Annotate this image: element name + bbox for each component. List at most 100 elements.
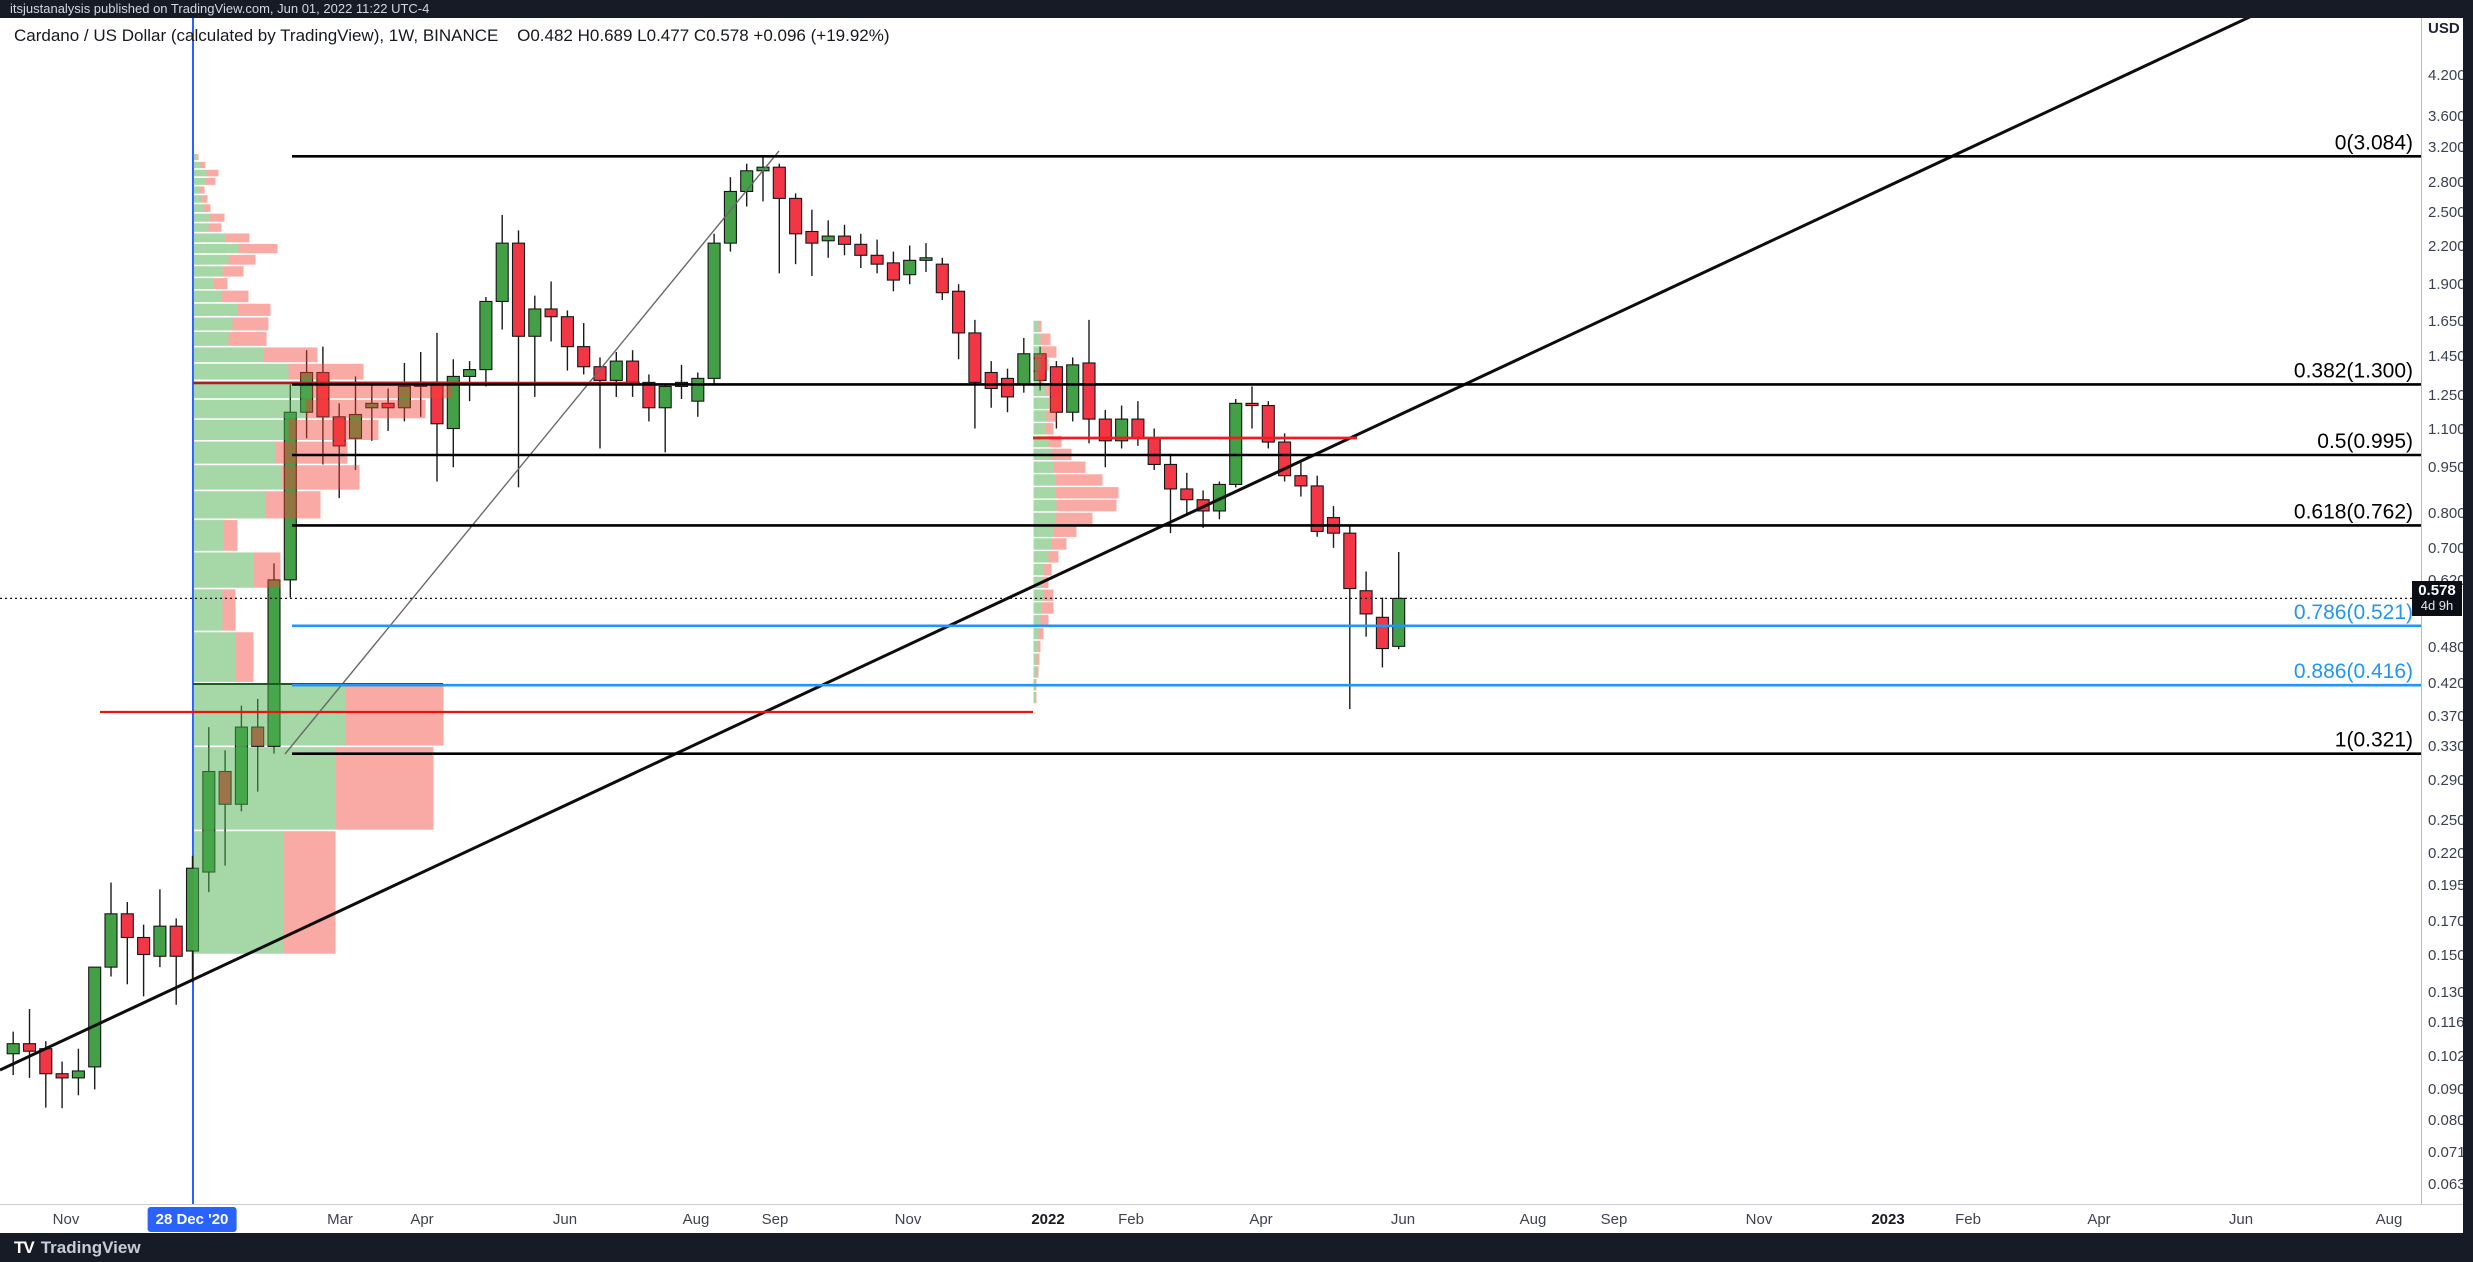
candle-down[interactable] xyxy=(952,290,966,334)
candle-up[interactable] xyxy=(707,242,721,379)
candle-down[interactable] xyxy=(1131,418,1145,439)
volume-profile-row-down xyxy=(228,332,267,346)
volume-profile-row-down xyxy=(222,266,244,277)
time-tick: Feb xyxy=(1955,1211,1981,1228)
candle-down[interactable] xyxy=(544,308,558,318)
candle-down[interactable] xyxy=(886,262,900,281)
candle-up[interactable] xyxy=(71,1070,85,1079)
candle-up[interactable] xyxy=(88,966,102,1068)
candle-down[interactable] xyxy=(381,402,395,409)
price-tick: 0.420 xyxy=(2428,674,2466,692)
candle-down[interactable] xyxy=(120,913,134,939)
candle-down[interactable] xyxy=(1180,488,1194,501)
candle-down[interactable] xyxy=(935,263,949,294)
candle-down[interactable] xyxy=(577,346,591,368)
candle-down[interactable] xyxy=(1310,485,1324,532)
symbol-header[interactable]: Cardano / US Dollar (calculated by Tradi… xyxy=(14,26,890,46)
candle-up[interactable] xyxy=(1066,364,1080,413)
candle-down[interactable] xyxy=(1163,463,1178,490)
chart-pane[interactable]: 0(3.084) 0.382(1.300) 0.5(0.995) 0.618(0.76… xyxy=(0,18,2463,1233)
candle-down[interactable] xyxy=(870,254,884,265)
candle-up[interactable] xyxy=(691,377,705,402)
candle-down[interactable] xyxy=(789,197,803,235)
candle-down[interactable] xyxy=(511,242,526,337)
candle-down[interactable] xyxy=(137,936,151,956)
price-tick: 0.130 xyxy=(2428,984,2466,1002)
candle-up[interactable] xyxy=(1017,353,1031,385)
time-axis[interactable]: 28 Dec '20 Nov Mar Apr Jun Aug Sep Nov 2022 Feb A… xyxy=(0,1204,2463,1234)
candle-up[interactable] xyxy=(153,925,167,957)
candle-up[interactable] xyxy=(365,402,379,409)
volume-profile-row-up xyxy=(193,363,289,380)
candle-up[interactable] xyxy=(723,190,737,244)
candle-down[interactable] xyxy=(1294,475,1308,487)
candle-up[interactable] xyxy=(903,259,917,276)
price-tick: 0.950 xyxy=(2428,459,2466,477)
volume-profile-row-down xyxy=(1037,640,1041,653)
candle-down[interactable] xyxy=(772,166,786,199)
candle-down[interactable] xyxy=(626,360,640,383)
candle-up[interactable] xyxy=(1392,597,1406,647)
candle-down[interactable] xyxy=(984,371,998,390)
candle-down[interactable] xyxy=(805,230,819,244)
candle-up[interactable] xyxy=(446,375,460,430)
candle-up[interactable] xyxy=(104,913,118,968)
candle-up[interactable] xyxy=(821,235,835,242)
candle-down[interactable] xyxy=(1245,402,1259,407)
time-tick: Sep xyxy=(761,1211,789,1228)
candle-down[interactable] xyxy=(1049,366,1063,413)
candle-down[interactable] xyxy=(169,925,183,957)
candle-up[interactable] xyxy=(495,242,509,303)
candle-up[interactable] xyxy=(740,170,754,193)
fib-anchor-line-trendline[interactable] xyxy=(284,150,780,755)
candle-down[interactable] xyxy=(332,416,346,447)
candle-down[interactable] xyxy=(854,243,868,256)
candle-up[interactable] xyxy=(6,1043,20,1055)
primary-uptrend-trendline[interactable] xyxy=(0,18,2256,1072)
candle-up[interactable] xyxy=(528,308,542,337)
candle-down[interactable] xyxy=(39,1048,53,1075)
volume-profile-row-up xyxy=(193,233,226,243)
candle-up[interactable] xyxy=(463,369,477,377)
candle-down[interactable] xyxy=(1375,616,1389,650)
candlestick-chart[interactable]: 0(3.084) 0.382(1.300) 0.5(0.995) 0.618(0.76… xyxy=(0,18,2463,1233)
candle-down[interactable] xyxy=(22,1043,37,1052)
candle-down[interactable] xyxy=(1261,404,1275,443)
time-tick: Apr xyxy=(2087,1211,2111,1228)
tradingview-logo-icon: TV xyxy=(14,1238,35,1257)
price-axis[interactable]: USD 0.578 4d 9h 4.200 3.600 3.200 2.800 2.50… xyxy=(2412,18,2466,1204)
candle-down[interactable] xyxy=(968,332,982,383)
candle-up[interactable] xyxy=(1115,418,1129,442)
volume-profile-row-up xyxy=(193,161,201,169)
time-tick: Sep xyxy=(1600,1211,1628,1228)
candle-up[interactable] xyxy=(658,385,672,409)
candle-down[interactable] xyxy=(837,235,852,245)
time-tick: Aug xyxy=(2375,1211,2403,1228)
candle-down[interactable] xyxy=(560,316,574,348)
candle-up[interactable] xyxy=(479,300,493,371)
candle-down[interactable] xyxy=(642,381,656,409)
volume-profile-row-up xyxy=(1033,538,1052,550)
candle-down[interactable] xyxy=(1082,362,1096,420)
time-tick: Apr xyxy=(1249,1211,1273,1228)
volume-profile-row-up xyxy=(1033,397,1049,409)
candle-up[interactable] xyxy=(348,413,363,439)
candle-down[interactable] xyxy=(1359,590,1373,615)
symbol-title[interactable]: Cardano / US Dollar (calculated by Tradi… xyxy=(14,26,499,45)
volume-profile-row-up xyxy=(193,204,204,213)
candle-down[interactable] xyxy=(1000,377,1015,398)
candle-down[interactable] xyxy=(1343,532,1357,590)
candle-up[interactable] xyxy=(609,360,623,381)
volume-profile-row-up xyxy=(193,589,223,631)
candle-up[interactable] xyxy=(397,385,411,409)
tradingview-logo[interactable]: TV TradingView xyxy=(14,1238,141,1258)
candle-up[interactable] xyxy=(919,257,933,261)
fib-level-label: 0.5(0.995) xyxy=(2317,430,2413,453)
candle-down[interactable] xyxy=(593,366,607,381)
candle-down[interactable] xyxy=(55,1073,69,1079)
candle-down[interactable] xyxy=(1098,418,1112,442)
candle-up[interactable] xyxy=(1229,402,1243,485)
volume-profile-row-down xyxy=(228,254,256,265)
candle-down[interactable] xyxy=(1147,437,1161,466)
price-axis-currency: USD xyxy=(2428,20,2460,37)
